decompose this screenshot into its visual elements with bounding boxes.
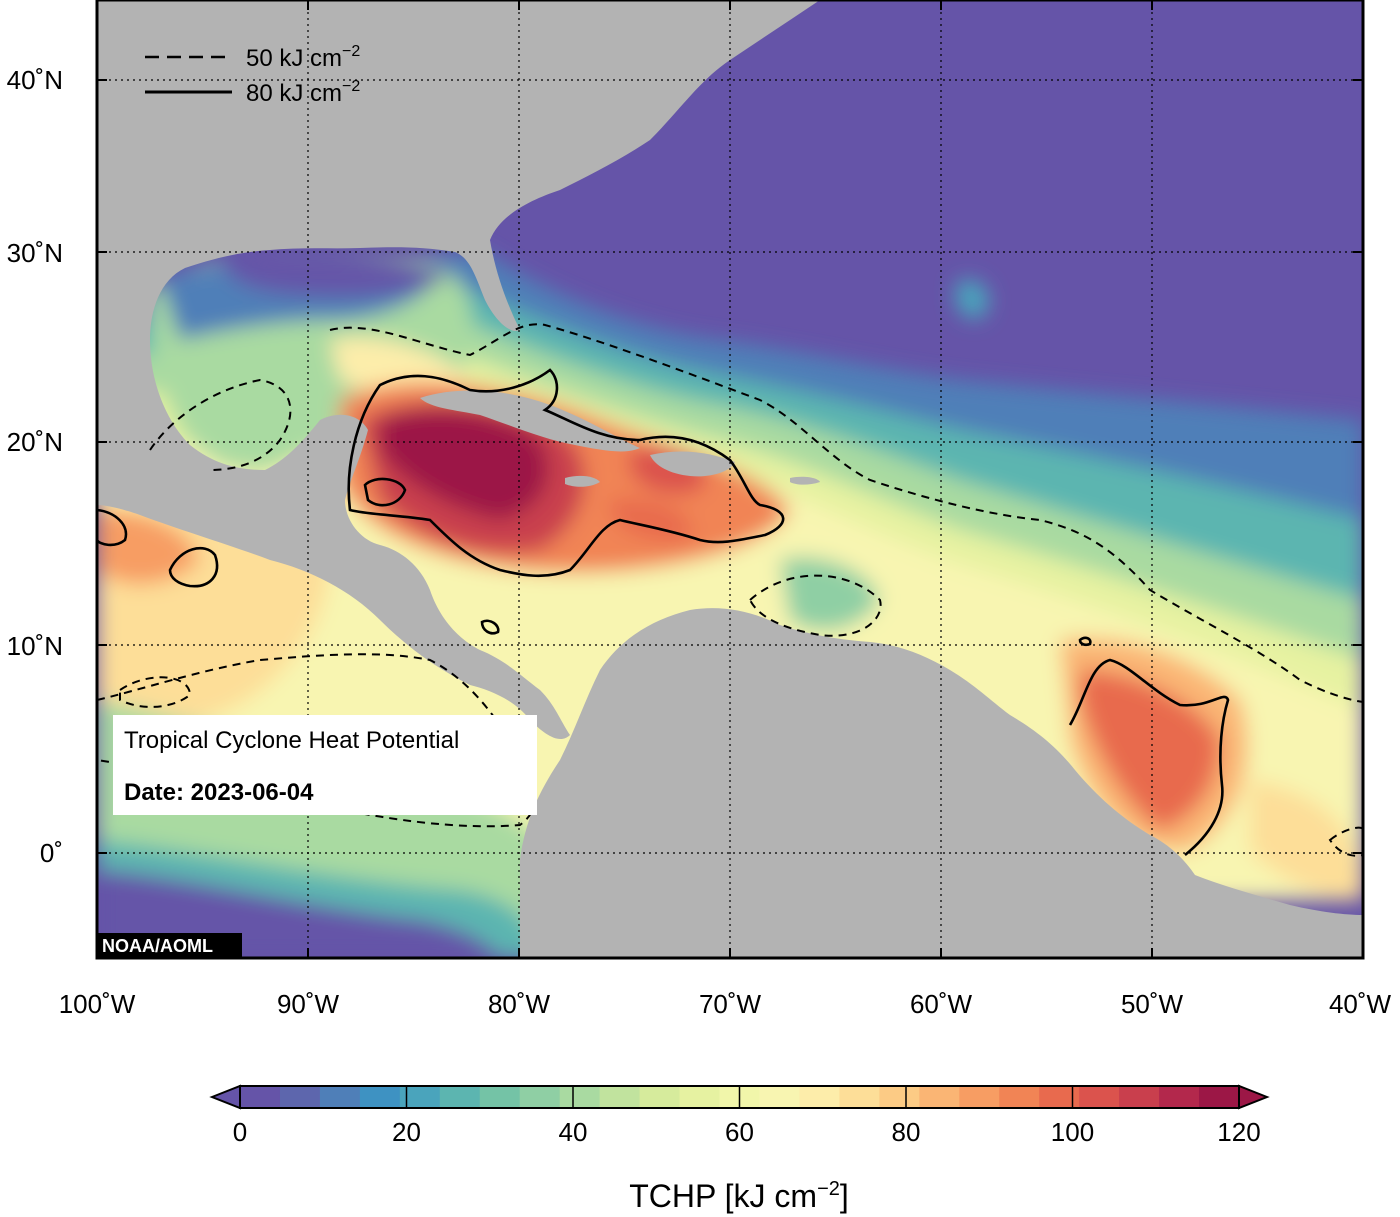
map-date: Date: 2023-06-04 [124,779,314,806]
colorbar-title: TCHP [kJ cm−2] [629,1178,849,1214]
map-title: Tropical Cyclone Heat Potential [124,727,459,754]
colorbar-ticks: 0 20 40 60 80 100 120 [233,1086,1261,1147]
map-panel: 50 kJ cm−2 80 kJ cm−2 Tropical Cyclone H… [97,0,1363,958]
colorbar-cells [240,1086,1240,1108]
colorbar-cell [1119,1086,1160,1108]
axis-ticks [97,0,1363,958]
contour-legend: 50 kJ cm−2 80 kJ cm−2 [145,43,360,107]
colorbar-cell [879,1086,920,1108]
lat-label: 10˚N [7,631,63,661]
legend-solid-label: 80 kJ cm−2 [246,78,360,107]
lat-label: 0˚ [40,838,63,868]
colorbar-cell [319,1086,361,1108]
puerto-rico-land [790,476,820,485]
lon-label: 90˚W [277,989,340,1019]
lon-label: 40˚W [1329,989,1392,1019]
hispaniola-land [650,451,735,477]
colorbar-tick-label: 100 [1051,1117,1094,1147]
colorbar-cell [279,1086,321,1108]
jamaica-land [565,475,600,487]
colorbar-tick-label: 20 [392,1117,421,1147]
colorbar-cell [1199,1086,1240,1108]
contour-80 [97,368,1230,857]
colorbar-tick-label: 60 [725,1117,754,1147]
colorbar-max-arrow [1238,1084,1270,1110]
colorbar-tick-label: 120 [1217,1117,1260,1147]
colorbar: 0 20 40 60 80 100 120 TCHP [kJ cm−2] [209,1084,1270,1214]
colorbar-cell [599,1086,641,1108]
lon-label: 50˚W [1121,989,1184,1019]
colorbar-cell [479,1086,521,1108]
credit-badge: NOAA/AOML [97,933,242,958]
lon-label: 60˚W [910,989,973,1019]
lat-label: 30˚N [7,238,63,268]
lat-labels: 40˚N 30˚N 20˚N 10˚N 0˚ [7,65,63,868]
credit-text: NOAA/AOML [102,936,213,956]
colorbar-cell [999,1086,1040,1108]
lon-label: 70˚W [699,989,762,1019]
lon-labels: 100˚W 90˚W 80˚W 70˚W 60˚W 50˚W 40˚W [59,989,1392,1019]
colorbar-tick-label: 0 [233,1117,247,1147]
colorbar-cell [679,1086,721,1108]
lon-label: 80˚W [488,989,551,1019]
colorbar-cell [240,1086,281,1108]
colorbar-cell [759,1086,801,1108]
colorbar-cell [839,1086,880,1108]
title-box: Tropical Cyclone Heat Potential Date: 20… [113,715,537,815]
colorbar-cell [559,1086,601,1108]
colorbar-cell [1159,1086,1200,1108]
colorbar-cell [639,1086,681,1108]
colorbar-cell [519,1086,561,1108]
legend-dashed-label: 50 kJ cm−2 [246,43,360,72]
colorbar-min-arrow [209,1084,241,1110]
colorbar-tick-label: 40 [559,1117,588,1147]
colorbar-cell [959,1086,1000,1108]
colorbar-cell [919,1086,960,1108]
colorbar-cell [439,1086,481,1108]
colorbar-cell [1039,1086,1080,1108]
colorbar-tick-label: 80 [892,1117,921,1147]
lat-label: 40˚N [7,65,63,95]
north-america-land [97,0,820,740]
lat-label: 20˚N [7,427,63,457]
colorbar-cell [359,1086,401,1108]
colorbar-cell [399,1086,441,1108]
colorbar-cell [799,1086,840,1108]
cuba-land [420,390,640,452]
lon-label: 100˚W [59,989,136,1019]
colorbar-cell [1079,1086,1120,1108]
